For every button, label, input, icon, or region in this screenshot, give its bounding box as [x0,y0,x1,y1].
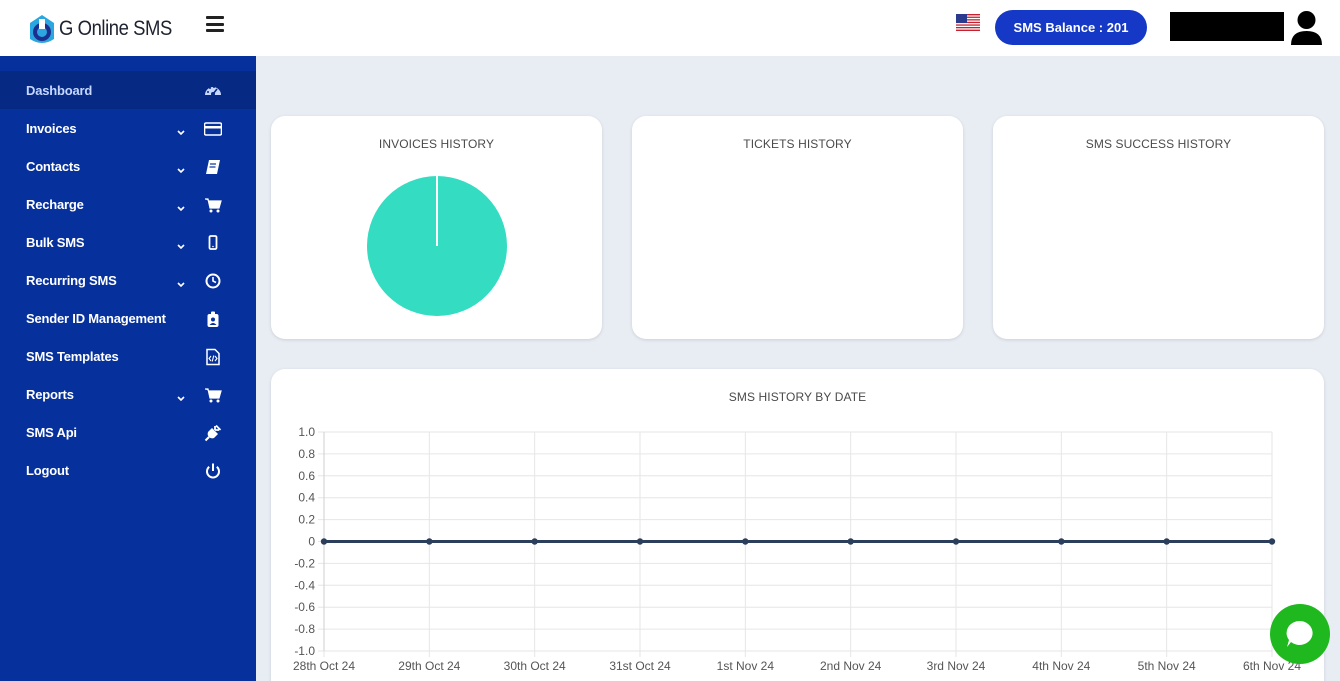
chevron-down-icon [177,282,185,288]
chevron-down-icon [177,130,185,136]
x-tick-label: 30th Oct 24 [504,659,566,673]
y-tick-label: 0.8 [298,447,315,461]
sidebar-item-sms-templates[interactable]: SMS Templates [0,337,256,375]
mobile-phone-icon [208,235,218,250]
sidebar-item-label: Recurring SMS [26,273,117,288]
y-tick-label: -0.4 [294,578,315,592]
y-tick-label: 0 [308,535,315,549]
y-tick-label: -0.6 [294,600,315,614]
x-tick-label: 5th Nov 24 [1138,659,1196,673]
x-tick-label: 2nd Nov 24 [820,659,882,673]
username-box[interactable] [1170,12,1284,41]
data-point [1058,538,1065,545]
sms-history-by-date-card: SMS HISTORY BY DATE 1.0 0.8 0.6 0.4 0.2 0 -0.2… [271,369,1324,681]
y-tick-label: 1.0 [298,425,315,439]
shopping-cart-icon [205,198,222,213]
y-tick-label: -0.2 [294,556,315,570]
hamburger-icon[interactable] [206,16,228,36]
sidebar: Dashboard Invoices Contacts Recharge [0,56,256,681]
sidebar-item-sms-api[interactable]: SMS Api [0,413,256,451]
logo-icon [30,15,54,43]
sidebar-item-label: Recharge [26,197,84,212]
card-title: INVOICES HISTORY [378,137,495,151]
chevron-down-icon [177,168,185,174]
card-title: SMS SUCCESS HISTORY [1085,137,1232,151]
clock-icon [205,273,221,289]
sidebar-item-recharge[interactable]: Recharge [0,185,256,223]
sms-success-history-card: SMS SUCCESS HISTORY [993,116,1324,339]
user-avatar-icon[interactable] [1290,9,1323,46]
x-tick-label: 4th Nov 24 [1032,659,1090,673]
sidebar-item-logout[interactable]: Logout [0,451,256,489]
sidebar-item-invoices[interactable]: Invoices [0,109,256,147]
card-title: TICKETS HISTORY [743,137,852,151]
sidebar-item-label: Bulk SMS [26,235,85,250]
x-tick-label: 31st Oct 24 [609,659,671,673]
us-flag-icon[interactable] [956,14,980,31]
x-tick-label: 29th Oct 24 [398,659,460,673]
y-tick-label: 0.2 [298,513,315,527]
y-tick-label: -0.8 [294,622,315,636]
chevron-down-icon [177,206,185,212]
credit-card-icon [204,122,222,136]
sidebar-item-label: Sender ID Management [26,311,166,326]
data-point [320,538,328,545]
sms-history-line-chart: 1.0 0.8 0.6 0.4 0.2 0 -0.2 -0.4 -0.6 -0.8 -1.028th… [293,425,1301,673]
power-icon [206,463,220,479]
chat-bubble-icon [1286,620,1313,647]
plug-icon [204,424,222,442]
chevron-down-icon [177,244,185,250]
data-point [531,538,538,545]
x-tick-label: 3rd Nov 24 [927,659,986,673]
sidebar-item-label: SMS Api [26,425,77,440]
data-point [1163,538,1170,545]
sms-balance-button[interactable]: SMS Balance : 201 [995,10,1147,45]
sidebar-item-dashboard[interactable]: Dashboard [0,71,256,109]
shopping-cart-icon [205,388,222,403]
data-point [952,538,960,545]
x-tick-label: 28th Oct 24 [293,659,355,673]
address-book-icon [206,160,220,174]
x-tick-label: 6th Nov 24 [1243,659,1301,673]
code-file-icon [206,348,220,366]
y-tick-label: 0.4 [298,491,315,505]
data-point [742,538,749,545]
sidebar-item-reports[interactable]: Reports [0,375,256,413]
data-point [426,538,433,545]
invoices-pie-chart [367,176,507,316]
sidebar-item-label: SMS Templates [26,349,119,364]
invoices-history-card: INVOICES HISTORY [271,116,602,339]
sidebar-item-recurring-sms[interactable]: Recurring SMS [0,261,256,299]
card-title: SMS HISTORY BY DATE [728,390,867,404]
sidebar-item-label: Logout [26,463,69,478]
tickets-history-card: TICKETS HISTORY [632,116,963,339]
sidebar-item-label: Invoices [26,121,77,136]
y-tick-label: -1.0 [294,644,315,658]
chat-button[interactable] [1270,604,1330,664]
sidebar-item-label: Dashboard [26,83,93,98]
dashboard-gauge-icon [205,86,221,96]
id-badge-icon [207,311,219,327]
sidebar-item-bulk-sms[interactable]: Bulk SMS [0,223,256,261]
data-point [1268,538,1276,545]
brand[interactable]: G Online SMS [0,0,256,56]
y-tick-label: 0.6 [298,469,315,483]
app-name: G Online SMS [59,17,172,40]
sidebar-item-contacts[interactable]: Contacts [0,147,256,185]
data-point [847,538,854,545]
sidebar-item-sender-id-management[interactable]: Sender ID Management [0,299,256,337]
top-bar: G Online SMS SMS Balance : 201 [0,0,1340,56]
x-tick-label: 1st Nov 24 [717,659,775,673]
chevron-down-icon [177,396,185,402]
sidebar-item-label: Contacts [26,159,81,174]
data-point [636,538,644,545]
sidebar-item-label: Reports [26,387,74,402]
